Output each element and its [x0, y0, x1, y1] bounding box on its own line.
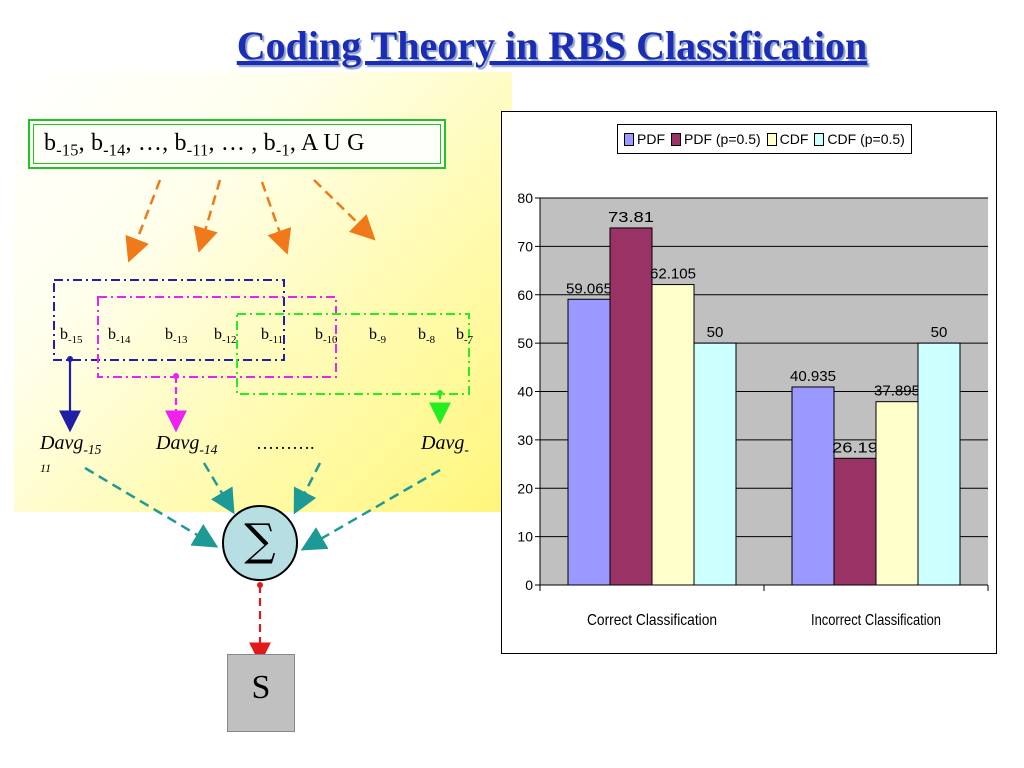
- data-label: 50: [931, 324, 948, 341]
- category-label: Correct Classification: [587, 612, 717, 629]
- legend-label: PDF: [637, 131, 665, 147]
- bit-label: b-12: [214, 326, 237, 346]
- y-tick-label: 60: [517, 287, 533, 303]
- bit-label: b-8: [418, 326, 436, 346]
- davg-label-15-continued: 11: [40, 461, 52, 475]
- bit-label: b-11: [261, 326, 284, 346]
- bit-label: b-10: [315, 326, 338, 346]
- data-label: 37.895: [874, 383, 920, 400]
- y-tick-label: 20: [517, 480, 533, 496]
- y-tick-label: 40: [517, 384, 533, 400]
- bar: [609, 227, 653, 586]
- legend-item: PDF: [624, 131, 665, 147]
- bit-label: b-9: [369, 326, 387, 346]
- sigma-icon: ∑: [244, 515, 276, 566]
- bar: [791, 386, 835, 586]
- ellipsis-label: ……….: [256, 433, 315, 453]
- bar: [875, 401, 919, 586]
- y-tick-label: 50: [517, 335, 533, 351]
- legend-label: PDF (p=0.5): [684, 131, 761, 147]
- data-label: 62.105: [650, 266, 696, 283]
- bit-label: b-13: [165, 326, 188, 346]
- legend-label: CDF (p=0.5): [827, 131, 905, 147]
- data-label: 50: [707, 324, 724, 341]
- chart-legend: PDF PDF (p=0.5) CDF CDF (p=0.5): [617, 124, 912, 154]
- bar-chart: 0 10 20 30 40 50 60 70 80 59.065 73.81 62.105 50 Corr…: [517, 190, 989, 629]
- bar: [917, 342, 961, 586]
- y-tick-label: 10: [517, 529, 533, 545]
- category-label: Incorrect Classification: [811, 612, 941, 629]
- bar: [567, 298, 611, 586]
- bar: [833, 457, 877, 586]
- legend-swatch: [671, 132, 681, 146]
- slide-title: Coding Theory in RBS Classification: [236, 23, 868, 68]
- y-tick-label: 80: [517, 190, 533, 206]
- davg-label-14: Davg-14: [156, 432, 218, 457]
- data-label: 26.19: [832, 439, 878, 456]
- data-label: 40.935: [790, 368, 836, 385]
- legend-swatch: [814, 132, 825, 146]
- summation-node: ∑: [222, 505, 298, 581]
- davg-label-15: Davg-15: [40, 432, 102, 457]
- bit-label: b-7: [456, 326, 474, 346]
- y-tick-label: 0: [525, 577, 533, 593]
- legend-swatch: [624, 132, 634, 146]
- bit-label: b-15: [60, 326, 83, 346]
- bar: [651, 284, 695, 586]
- data-label: 73.81: [608, 209, 654, 226]
- legend-item: PDF (p=0.5): [671, 131, 761, 147]
- sequence-text: b-15, b-14, …, b-11, … , b-1, A U G: [44, 130, 365, 160]
- y-tick-label: 30: [517, 432, 533, 448]
- output-box: S: [227, 654, 295, 732]
- legend-label: CDF: [779, 131, 809, 147]
- davg-label-last: Davg-: [421, 432, 469, 457]
- legend-item: CDF: [766, 131, 809, 147]
- legend-swatch: [766, 132, 777, 146]
- data-label: 59.065: [566, 280, 612, 297]
- output-label: S: [251, 669, 271, 706]
- y-tick-label: 70: [517, 238, 533, 254]
- legend-item: CDF (p=0.5): [814, 131, 905, 147]
- bit-label: b-14: [108, 326, 131, 346]
- sequence-box: [28, 119, 446, 169]
- bar: [693, 342, 737, 586]
